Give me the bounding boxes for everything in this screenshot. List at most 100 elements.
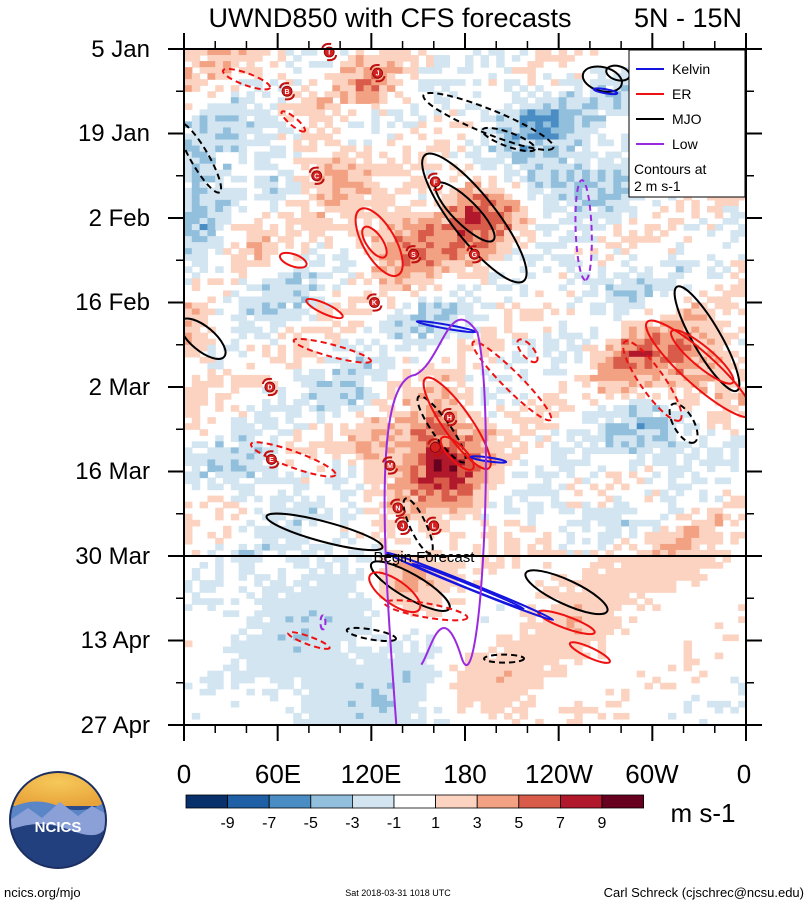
field-cell	[340, 49, 349, 56]
field-cell	[644, 356, 653, 364]
field-cell	[628, 507, 638, 515]
field-cell	[269, 471, 279, 479]
field-cell	[441, 556, 450, 563]
field-cell	[215, 242, 224, 249]
tc-arm	[267, 389, 278, 397]
field-cell	[605, 549, 614, 557]
field-cell	[597, 616, 607, 623]
field-cell	[675, 308, 685, 316]
field-cell	[402, 230, 411, 237]
field-cell	[605, 580, 614, 587]
field-cell	[386, 483, 396, 491]
field-cell	[465, 199, 474, 207]
field-cell	[262, 423, 271, 430]
field-cell	[394, 344, 404, 352]
field-cell	[238, 453, 248, 461]
field-cell	[660, 326, 669, 334]
field-cell	[582, 344, 591, 352]
field-cell	[418, 344, 427, 352]
field-cell	[558, 97, 568, 104]
field-cell	[449, 314, 458, 322]
field-cell	[457, 254, 466, 261]
field-cell	[480, 115, 490, 123]
field-cell	[293, 332, 302, 340]
field-cell	[191, 399, 201, 406]
field-cell	[488, 79, 497, 86]
field-cell	[332, 302, 341, 310]
field-cell	[457, 236, 466, 243]
field-cell	[660, 537, 669, 545]
field-cell	[433, 483, 443, 491]
field-cell	[535, 676, 544, 684]
field-cell	[355, 61, 365, 68]
er-contour	[516, 338, 539, 364]
field-cell	[410, 199, 419, 207]
field-cell	[324, 447, 333, 454]
field-cell	[355, 610, 365, 617]
field-cell	[269, 543, 279, 551]
field-cell	[402, 670, 411, 678]
field-cell	[730, 302, 739, 310]
field-cell	[207, 67, 216, 74]
field-cell	[511, 121, 521, 129]
field-cell	[347, 368, 357, 376]
field-cell	[418, 574, 427, 581]
field-cell	[363, 308, 372, 316]
field-cell	[402, 368, 411, 376]
field-cell	[402, 417, 411, 424]
field-cell	[262, 465, 271, 473]
field-cell	[628, 290, 638, 298]
field-cell	[496, 556, 505, 563]
field-cell	[402, 477, 411, 485]
field-cell	[324, 598, 333, 605]
field-cell	[457, 465, 466, 473]
field-cell	[574, 580, 583, 587]
field-cell	[465, 471, 474, 479]
field-cell	[628, 362, 638, 370]
tc-label: S	[411, 252, 416, 259]
field-cell	[184, 55, 193, 62]
field-cell	[332, 151, 341, 159]
field-cell	[480, 676, 490, 684]
field-cell	[184, 187, 193, 195]
tc-marker: H	[441, 408, 458, 427]
field-cell	[652, 326, 661, 334]
colorbar-tick-label: -9	[220, 815, 234, 832]
field-cell	[371, 610, 380, 617]
field-cell	[425, 483, 435, 491]
field-cell	[722, 393, 731, 400]
field-cell	[347, 399, 357, 406]
field-cell	[527, 175, 536, 183]
field-cell	[543, 242, 552, 249]
field-cell	[207, 308, 216, 316]
field-cell	[394, 326, 404, 334]
field-cell	[308, 543, 318, 551]
x-tick-label: 0	[737, 759, 751, 789]
field-cell	[675, 471, 685, 479]
field-cell	[347, 604, 357, 611]
field-cell	[582, 145, 591, 153]
field-cell	[621, 688, 630, 696]
y-tick-label: 16 Mar	[75, 458, 150, 485]
field-cell	[504, 211, 513, 219]
field-cell	[691, 374, 700, 382]
field-cell	[347, 387, 357, 394]
field-cell	[574, 79, 583, 86]
field-cell	[308, 447, 318, 454]
tc-marker: M	[382, 456, 399, 475]
field-cell	[238, 121, 248, 129]
field-cell	[324, 387, 333, 394]
field-cell	[301, 604, 310, 611]
field-cell	[379, 356, 388, 364]
field-cell	[355, 411, 365, 418]
field-cell	[262, 344, 271, 352]
field-cell	[488, 543, 497, 551]
field-cell	[371, 399, 380, 406]
field-cell	[402, 145, 411, 153]
field-cell	[223, 187, 232, 195]
field-cell	[574, 218, 583, 225]
field-cell	[254, 622, 263, 630]
field-cell	[605, 387, 614, 394]
field-cell	[355, 670, 365, 678]
field-cell	[254, 133, 263, 141]
